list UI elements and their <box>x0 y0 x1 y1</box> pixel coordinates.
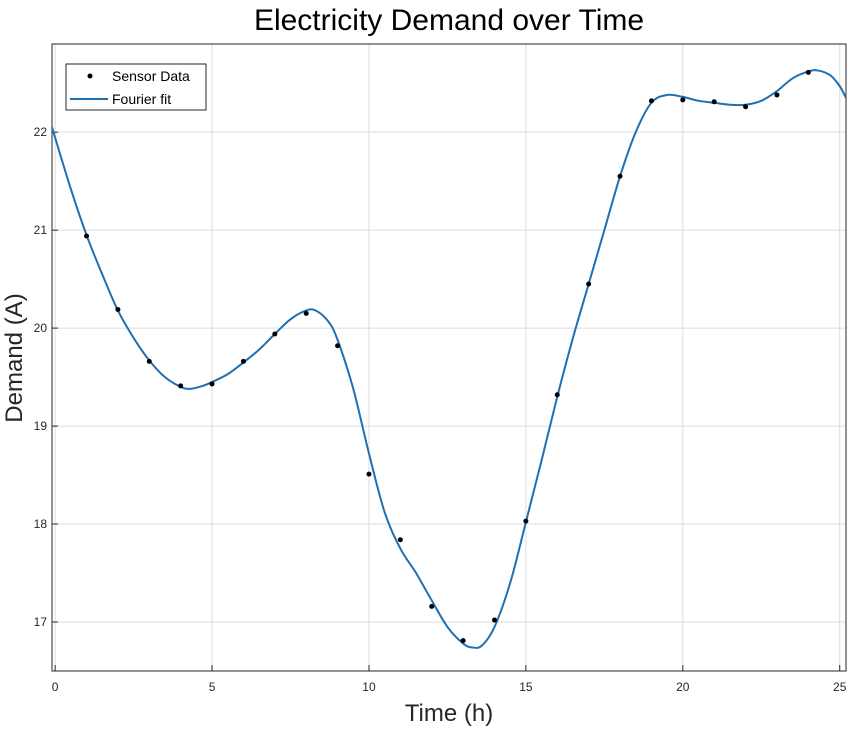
y-axis-label: Demand (A) <box>1 293 28 422</box>
x-tick-label: 0 <box>52 680 59 694</box>
y-tick-label: 22 <box>34 125 48 139</box>
sensor-data-point <box>335 343 341 349</box>
sensor-data-point <box>146 358 152 364</box>
sensor-data-point <box>115 306 121 312</box>
sensor-data-point <box>554 392 560 398</box>
sensor-data-point <box>617 173 623 179</box>
legend-label-fourier-fit: Fourier fit <box>112 91 171 107</box>
sensor-data-point <box>272 331 278 337</box>
sensor-data-point <box>805 69 811 75</box>
x-tick-label: 10 <box>362 680 376 694</box>
y-tick-label: 18 <box>34 517 48 531</box>
sensor-data-point <box>303 310 309 316</box>
chart-title: Electricity Demand over Time <box>254 4 644 37</box>
sensor-data-point <box>460 638 466 644</box>
sensor-data-point <box>397 537 403 543</box>
grid <box>52 44 846 671</box>
legend-box <box>65 63 207 111</box>
sensor-data-point <box>586 281 592 287</box>
y-tick-label: 21 <box>34 223 48 237</box>
legend-marker-sensor-data <box>87 73 93 79</box>
x-tick-label: 5 <box>209 680 216 694</box>
sensor-data-point <box>84 233 90 239</box>
sensor-data-point <box>743 104 749 110</box>
legend-label-sensor-data: Sensor Data <box>112 68 190 84</box>
sensor-data-point <box>680 97 686 103</box>
x-tick-label: 15 <box>519 680 533 694</box>
sensor-data-point <box>648 98 654 104</box>
sensor-data-point <box>711 99 717 105</box>
sensor-data-point <box>240 358 246 364</box>
sensor-data-point <box>366 471 372 477</box>
legend: Sensor Data Fourier fit <box>65 63 207 111</box>
x-tick-label: 25 <box>833 680 847 694</box>
x-tick-label: 20 <box>676 680 690 694</box>
x-axis-label: Time (h) <box>405 700 493 727</box>
y-tick-label: 20 <box>34 321 48 335</box>
axis-ticks: 0 5 10 15 20 25 17 18 19 20 21 22 <box>34 125 847 694</box>
sensor-data-point <box>178 383 184 389</box>
sensor-data-point <box>774 92 780 98</box>
sensor-data-point <box>429 603 435 609</box>
y-tick-label: 19 <box>34 419 48 433</box>
sensor-data-series <box>84 69 811 644</box>
fourier-fit-line <box>52 69 846 649</box>
sensor-data-point <box>209 381 215 387</box>
sensor-data-point <box>492 617 498 623</box>
sensor-data-point <box>523 518 529 524</box>
fourier-fit-series <box>52 69 846 649</box>
y-tick-label: 17 <box>34 615 48 629</box>
plot-area-frame <box>51 43 847 672</box>
